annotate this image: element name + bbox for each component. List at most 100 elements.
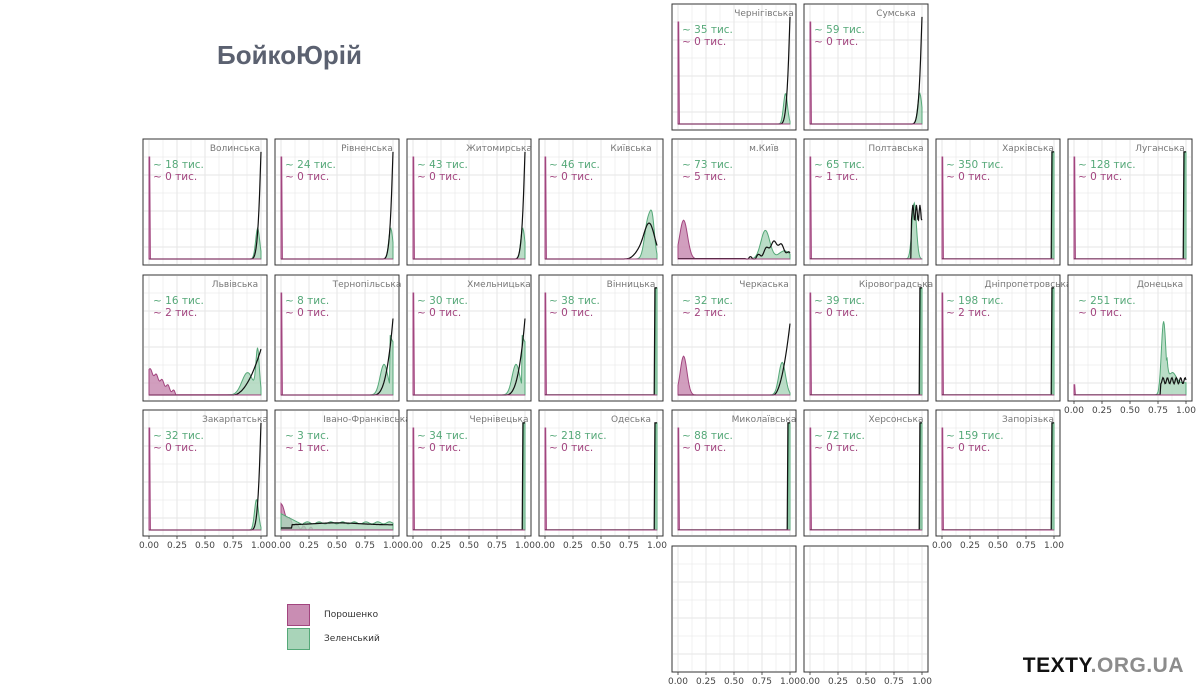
legend-label-poroshenko: Порошенко xyxy=(324,610,379,620)
zelensky-count: ~ 35 тис. xyxy=(682,24,733,36)
region-label: Дніпропетровська xyxy=(985,280,1072,290)
region-label: Чернігівська xyxy=(734,9,794,19)
poroshenko-count: ~ 0 тис. xyxy=(417,442,461,454)
facet-panel-19: Івано-Франківська ~ 3 тис.~ 1 тис. 0.00 0.2… xyxy=(271,409,411,551)
zelensky-count: ~ 72 тис. xyxy=(814,430,865,442)
x-tick-label: 0.25 xyxy=(299,541,319,551)
facet-panel-12: Хмельницька ~ 30 тис.~ 0 тис. xyxy=(406,274,532,402)
poroshenko-count: ~ 0 тис. xyxy=(285,307,329,319)
facet-panel-0: Чернігівська~ 35 тис.~ 0 тис. xyxy=(671,3,797,131)
x-tick-label: 0.50 xyxy=(724,677,744,687)
x-tick-label: 0.50 xyxy=(327,541,347,551)
x-tick-label: 0.25 xyxy=(1092,406,1112,416)
region-label: м.Київ xyxy=(749,144,779,154)
poroshenko-count: ~ 0 тис. xyxy=(1078,171,1122,183)
facet-panel-3: Рівненська ~ 24 тис.~ 0 тис. xyxy=(274,138,400,266)
poroshenko-count: ~ 0 тис. xyxy=(549,171,593,183)
zelensky-count: ~ 218 тис. xyxy=(549,430,607,442)
facet-panel-17: Донецька~ 251 тис.~ 0 тис. 0.00 0.25 0.50 0.… xyxy=(1064,274,1196,416)
poroshenko-count: ~ 0 тис. xyxy=(814,442,858,454)
poroshenko-count: ~ 0 тис. xyxy=(682,36,726,48)
region-label: Сумська xyxy=(876,9,916,19)
region-label: Полтавська xyxy=(868,144,923,154)
x-tick-label: 0.25 xyxy=(960,541,980,551)
facet-panel-26: 0.00 0.25 0.50 0.75 1.00 xyxy=(800,545,932,687)
zelensky-count: ~ 39 тис. xyxy=(814,295,865,307)
region-label: Хмельницька xyxy=(467,280,531,290)
region-label: Львівська xyxy=(212,280,258,290)
region-label: Черкаська xyxy=(739,280,789,290)
x-tick-label: 0.50 xyxy=(195,541,215,551)
facet-panel-18: Закарпатська ~ 32 тис.~ 0 тис. 0.00 0.25 0.5… xyxy=(139,409,271,551)
poroshenko-count: ~ 0 тис. xyxy=(946,171,990,183)
zelensky-count: ~ 3 тис. xyxy=(285,430,329,442)
x-tick-label: 1.00 xyxy=(1044,541,1064,551)
zelensky-count: ~ 65 тис. xyxy=(814,159,865,171)
zelensky-count: ~ 18 тис. xyxy=(153,159,204,171)
x-tick-label: 0.25 xyxy=(828,677,848,687)
poroshenko-count: ~ 2 тис. xyxy=(153,307,197,319)
x-tick-label: 0.75 xyxy=(355,541,375,551)
x-tick-label: 1.00 xyxy=(515,541,535,551)
region-label: Одеська xyxy=(611,415,651,425)
x-tick-label: 0.00 xyxy=(139,541,159,551)
poroshenko-count: ~ 0 тис. xyxy=(549,442,593,454)
facet-panel-5: Київська ~ 46 тис.~ 0 тис. xyxy=(538,138,664,266)
legend-item-zelensky: Зеленський xyxy=(287,627,380,651)
facet-panel-13: Вінницька ~ 38 тис.~ 0 тис. xyxy=(538,274,664,402)
poroshenko-count: ~ 0 тис. xyxy=(549,307,593,319)
region-label: Херсонська xyxy=(869,415,924,425)
x-tick-label: 0.75 xyxy=(487,541,507,551)
facet-panel-7: Полтавська~ 65 тис.~ 1 тис. xyxy=(803,138,929,266)
zelensky-count: ~ 128 тис. xyxy=(1078,159,1136,171)
facet-panel-22: Миколаївська ~ 88 тис.~ 0 тис. xyxy=(671,409,797,537)
zelensky-count: ~ 8 тис. xyxy=(285,295,329,307)
poroshenko-count: ~ 1 тис. xyxy=(814,171,858,183)
zelensky-count: ~ 350 тис. xyxy=(946,159,1004,171)
x-tick-label: 0.25 xyxy=(696,677,716,687)
poroshenko-count: ~ 0 тис. xyxy=(153,442,197,454)
facet-panel-21: Одеська ~ 218 тис.~ 0 тис. 0.00 0.25 0.50 0.7… xyxy=(535,409,667,551)
region-label: Миколаївська xyxy=(732,415,797,425)
poroshenko-count: ~ 0 тис. xyxy=(814,36,858,48)
x-tick-label: 1.00 xyxy=(647,541,667,551)
region-label: Запорізька xyxy=(1002,415,1054,425)
zelensky-count: ~ 43 тис. xyxy=(417,159,468,171)
zelensky-count: ~ 38 тис. xyxy=(549,295,600,307)
x-tick-label: 1.00 xyxy=(780,677,800,687)
facet-panel-25: 0.00 0.25 0.50 0.75 1.00 xyxy=(668,545,800,687)
zelensky-count: ~ 88 тис. xyxy=(682,430,733,442)
facet-panel-16: Дніпропетровська ~ 198 тис.~ 2 тис. xyxy=(935,274,1072,402)
legend-key-zelensky xyxy=(287,628,310,650)
region-label: Київська xyxy=(610,144,651,154)
poroshenko-count: ~ 0 тис. xyxy=(1078,307,1122,319)
legend: Порошенко Зеленський xyxy=(287,603,380,651)
region-label: Чернівецька xyxy=(469,415,528,425)
region-label: Луганська xyxy=(1135,144,1184,154)
zelensky-count: ~ 46 тис. xyxy=(549,159,600,171)
zelensky-count: ~ 24 тис. xyxy=(285,159,336,171)
poroshenko-count: ~ 0 тис. xyxy=(285,171,329,183)
x-tick-label: 1.00 xyxy=(1176,406,1196,416)
brand-part-1: TEXTY xyxy=(1022,654,1091,677)
region-label: Волинська xyxy=(210,144,260,154)
x-tick-label: 0.00 xyxy=(1064,406,1084,416)
x-tick-label: 0.00 xyxy=(668,677,688,687)
x-tick-label: 1.00 xyxy=(383,541,403,551)
zelensky-count: ~ 73 тис. xyxy=(682,159,733,171)
series-zelensky-area xyxy=(280,512,394,531)
region-label: Кіровоградська xyxy=(859,280,933,290)
facet-panel-15: Кіровоградська ~ 39 тис.~ 0 тис. xyxy=(803,274,933,402)
zelensky-count: ~ 16 тис. xyxy=(153,295,204,307)
poroshenko-count: ~ 0 тис. xyxy=(417,307,461,319)
x-tick-label: 0.50 xyxy=(591,541,611,551)
zelensky-count: ~ 251 тис. xyxy=(1078,295,1136,307)
page-title: БойкоЮрій xyxy=(217,40,363,70)
zelensky-count: ~ 159 тис. xyxy=(946,430,1004,442)
zelensky-count: ~ 34 тис. xyxy=(417,430,468,442)
facet-panel-1: Сумська ~ 59 тис.~ 0 тис. xyxy=(803,3,929,131)
x-tick-label: 0.25 xyxy=(563,541,583,551)
x-tick-label: 0.00 xyxy=(932,541,952,551)
x-tick-label: 0.25 xyxy=(431,541,451,551)
